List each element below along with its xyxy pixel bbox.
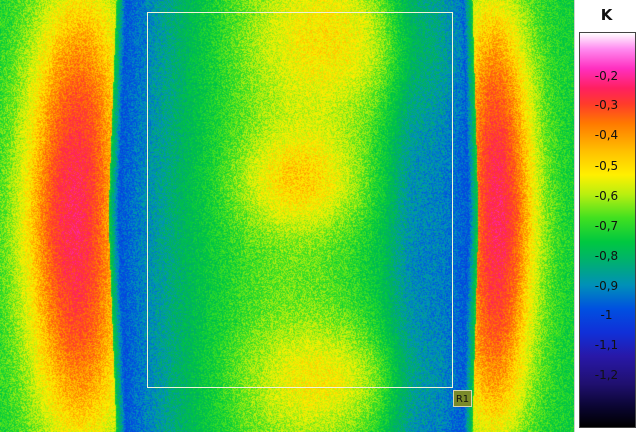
scale-tick-label: -1,1 [594, 338, 619, 352]
scale-tick-label: -0,5 [594, 159, 619, 173]
scale-tick-label: -0,6 [594, 189, 619, 203]
scale-tick-label: -0,4 [594, 128, 619, 142]
scale-tick-label: -0,7 [594, 219, 619, 233]
scale-unit-label: K [600, 6, 613, 24]
scale-tick-label: -1,2 [594, 368, 619, 382]
scale-tick-label: -0,9 [594, 279, 619, 293]
color-scale-panel: K -0,2 -0,3 -0,4 -0,5 -0,6 -0,7 -0,8 -0,9 -1 -1,1… [574, 0, 637, 432]
scale-tick-label: -0,8 [594, 249, 619, 263]
scale-tick-label: -0,3 [594, 98, 619, 112]
roi-label[interactable]: R1 [453, 390, 472, 407]
scale-tick-label: -0,2 [594, 69, 619, 83]
thermal-image [0, 0, 574, 432]
scale-tick-label: -1 [600, 308, 613, 322]
color-scale-bar [579, 32, 636, 428]
